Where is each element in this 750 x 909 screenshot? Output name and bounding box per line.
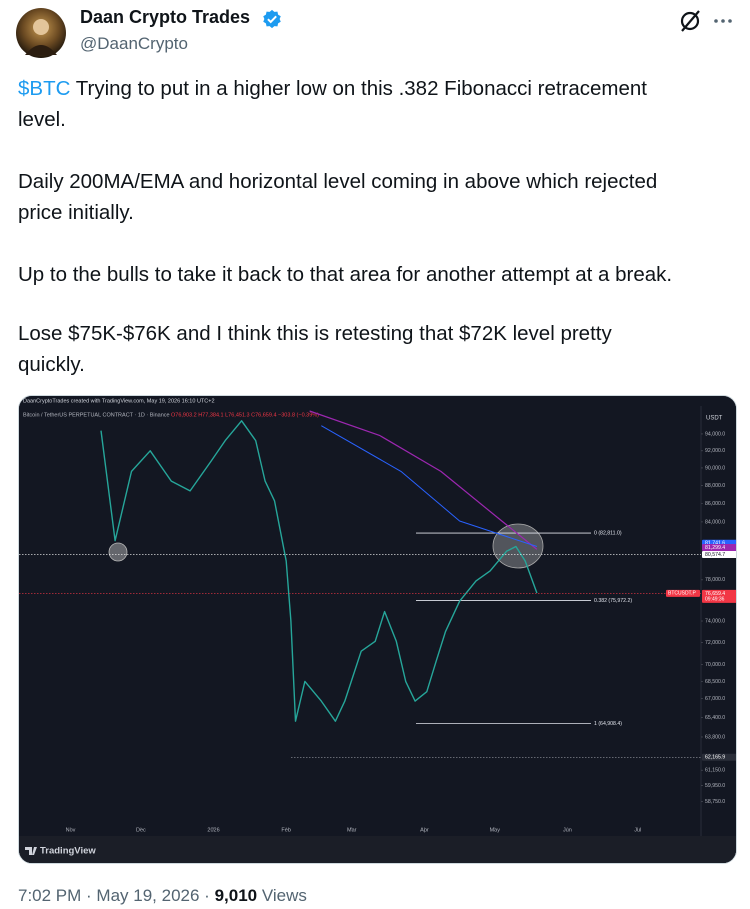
y-tick-label: 61,150.0 (705, 768, 725, 774)
text-line: $BTC Trying to put in a higher low on th… (18, 73, 647, 104)
x-tick-label: 2026 (207, 827, 219, 833)
symbol-tag-label: BTCUSDT.P (668, 591, 696, 597)
price-line (100, 420, 538, 722)
text-line: Up to the bulls to take it back to that … (18, 263, 673, 286)
currency-label: USDT (706, 416, 723, 422)
fib-label: 0 (82,811.0) (594, 530, 622, 536)
footer-strip (19, 836, 736, 863)
y-tick-label: 78,000.0 (705, 577, 725, 583)
y-tick-label: 84,000.0 (705, 519, 725, 525)
y-tick-label: 70,000.0 (705, 662, 725, 668)
verified-badge (263, 9, 281, 29)
more-menu[interactable] (714, 19, 732, 23)
price-tag (702, 543, 736, 551)
price-tag (702, 589, 736, 603)
views-count: 9,010 (214, 886, 258, 905)
x-tick-label: Feb (281, 827, 290, 833)
price-line (309, 410, 538, 550)
chart-background (19, 396, 736, 863)
symbol-tag (666, 589, 700, 597)
y-tick-label: 59,950.0 (705, 783, 725, 789)
text-line: Daily 200MA/EMA and horizontal level com… (18, 170, 658, 193)
text-line: Lose $75K-$76K and I think this is retes… (18, 322, 612, 345)
price-line (321, 425, 538, 547)
chart-legend-title: Bitcoin / TetherUS PERPETUAL CONTRACT · … (23, 412, 170, 418)
paragraph: $BTC Trying to put in a higher low on th… (18, 73, 647, 135)
chart: DaanCryptoTrades created with TradingVie… (19, 396, 736, 863)
price-tag-label: 81,299.4 (705, 545, 725, 551)
ohlc: O76,903.2 H77,384.1 L76,451.3 C76,659.4 … (171, 412, 319, 418)
price-tag-label: 62,165.9 (705, 755, 725, 761)
price-tag-label: 80,574.7 (705, 552, 725, 558)
tweet-meta: 7:02 PM · May 19, 2026 · 9,010 Views (18, 886, 307, 906)
y-tick-label: 63,800.0 (705, 734, 725, 740)
y-tick-label: 68,500.0 (705, 679, 725, 685)
annotation-circle (108, 542, 128, 562)
header-icons (680, 10, 732, 32)
y-tick-label: 72,000.0 (705, 640, 725, 646)
price-tag-label: 81,741.6 (705, 541, 725, 547)
views-label: Views (261, 886, 307, 905)
y-tick-label: 67,000.0 (705, 696, 725, 702)
price-tag-timer: 09:49:36 (705, 597, 725, 603)
avatar[interactable] (15, 7, 67, 59)
paragraph: Daily 200MA/EMA and horizontal level com… (18, 166, 657, 228)
cashtag[interactable]: $BTC (18, 77, 71, 100)
text-line: level. (18, 108, 66, 131)
x-tick-label: Apr (420, 827, 429, 833)
y-tick-label: 90,000.0 (705, 465, 725, 471)
paragraph: Up to the bulls to take it back to that … (18, 259, 672, 290)
x-tick-label: Mar (347, 827, 357, 833)
price-tag-label: 76,659.4 (705, 591, 725, 597)
y-tick-label: 88,000.0 (705, 483, 725, 489)
paragraph: Lose $75K-$76K and I think this is retes… (18, 318, 612, 380)
author-handle[interactable]: @DaanCrypto (80, 34, 188, 53)
media-image[interactable]: DaanCryptoTrades created with TradingVie… (18, 395, 737, 864)
text-line: price initially. (18, 201, 134, 224)
chart-header: DaanCryptoTrades created with TradingVie… (23, 398, 215, 404)
grok-icon[interactable] (680, 10, 700, 32)
text-line: quickly. (18, 353, 85, 376)
price-tag (702, 753, 736, 761)
y-tick-label: 92,000.0 (705, 448, 725, 454)
tradingview-logo: TradingView (25, 846, 96, 857)
y-tick-label: 74,000.0 (705, 618, 725, 624)
x-tick-label: Nov (66, 827, 76, 833)
x-tick-label: Dec (136, 827, 146, 833)
y-tick-label: 65,400.0 (705, 715, 725, 721)
y-tick-label: 94,000.0 (705, 431, 725, 437)
author-name[interactable]: Daan Crypto Trades (80, 7, 251, 27)
y-tick-label: 86,000.0 (705, 501, 725, 507)
x-tick-label: May (490, 827, 501, 833)
annotation-circle (492, 523, 544, 569)
text: Trying to put in a higher low on this .3… (75, 77, 647, 100)
y-tick-label: 58,750.0 (705, 799, 725, 805)
timestamp[interactable]: 7:02 PM · May 19, 2026 · (18, 886, 210, 905)
price-axis (701, 406, 736, 836)
fib-label: 1 (64,908.4) (594, 721, 622, 727)
fib-label: 0.382 (75,972.2) (594, 598, 632, 604)
brand: TradingView (40, 846, 96, 857)
x-tick-label: Jun (563, 827, 572, 833)
x-tick-label: Jul (634, 827, 641, 833)
price-tag (702, 550, 736, 558)
